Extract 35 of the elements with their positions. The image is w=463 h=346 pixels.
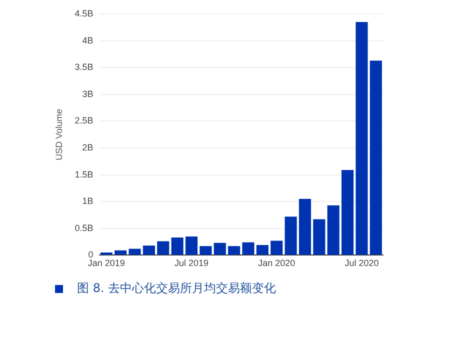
bar	[327, 205, 340, 255]
bar	[356, 22, 368, 255]
bar	[242, 242, 254, 255]
bar	[228, 246, 240, 255]
y-tick-label: 1B	[82, 196, 94, 206]
bar	[185, 236, 198, 255]
y-tick-label: 0.5B	[74, 222, 94, 233]
bar	[313, 219, 326, 255]
bar	[157, 241, 170, 255]
y-tick-label: 2B	[82, 142, 94, 152]
bar	[342, 170, 354, 255]
bar	[142, 246, 155, 255]
bar	[270, 240, 283, 255]
bar	[171, 238, 184, 255]
bar	[214, 242, 226, 255]
y-tick-label: 4.5B	[74, 8, 94, 18]
bar	[284, 216, 297, 255]
bar	[128, 248, 141, 255]
bar	[200, 246, 212, 255]
y-tick-label: 1.5B	[74, 169, 94, 180]
bar	[370, 60, 382, 255]
bar	[256, 245, 268, 255]
y-tick-label: 4B	[82, 35, 94, 46]
y-tick-label: 3.5B	[74, 62, 94, 72]
y-tick-label: 2.5B	[74, 116, 94, 126]
y-tick-label: 0	[88, 250, 94, 260]
text: 图 8. 去中心化交易所月均交易额变化	[77, 280, 276, 297]
y-tick-label: 3B	[82, 88, 94, 99]
bar	[298, 198, 312, 255]
x-tick-label: Jul 2020	[344, 258, 379, 268]
x-tick-label: Jan 2019	[88, 258, 125, 268]
x-tick-label: Jan 2020	[258, 258, 296, 268]
x-tick-label: Jul 2019	[174, 258, 209, 268]
bar	[114, 250, 127, 255]
y-axis-title: USD Volume	[54, 108, 64, 160]
